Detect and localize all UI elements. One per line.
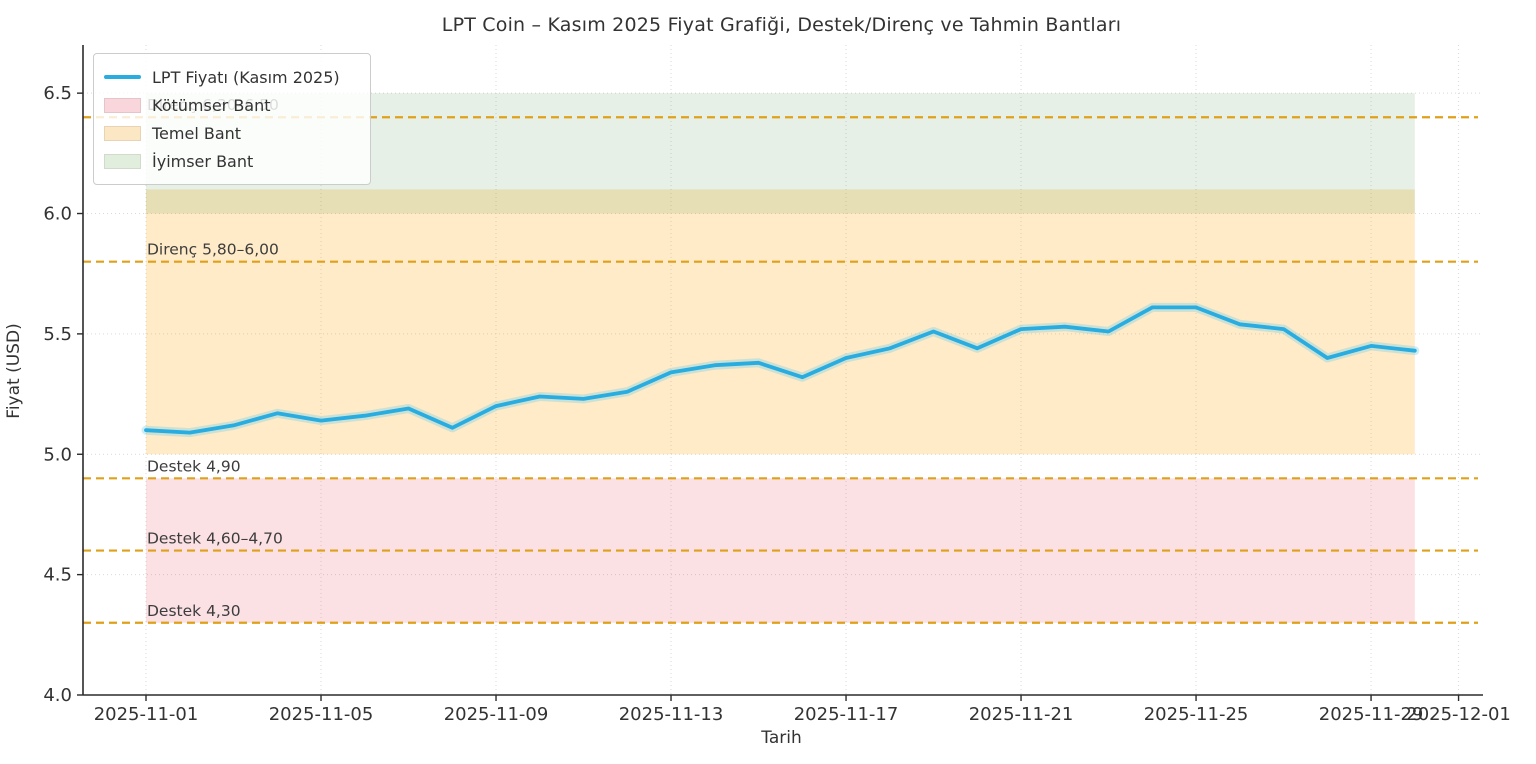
legend-line-swatch xyxy=(104,75,141,79)
x-tick-label: 2025-11-25 xyxy=(1144,704,1249,725)
y-tick-label: 6.5 xyxy=(43,83,72,104)
legend-item-label: İyimser Bant xyxy=(152,151,254,171)
y-tick-label: 4.5 xyxy=(43,565,72,586)
y-tick-label: 4.0 xyxy=(43,685,72,706)
chart-legend: LPT Fiyatı (Kasım 2025) Kötümser Bant Teme… xyxy=(93,53,371,185)
y-tick-label: 5.5 xyxy=(43,324,72,345)
y-tick-label: 5.0 xyxy=(43,444,72,465)
x-tick-label: 2025-11-01 xyxy=(94,704,199,725)
support-resistance-label: Direnç 5,80–6,00 xyxy=(147,241,279,259)
legend-item: Temel Bant xyxy=(104,119,358,147)
chart-title: LPT Coin – Kasım 2025 Fiyat Grafiği, Des… xyxy=(441,14,1122,36)
x-tick-label: 2025-11-09 xyxy=(444,704,549,725)
x-tick-label: 2025-12-01 xyxy=(1406,704,1511,725)
legend-item: Kötümser Bant xyxy=(104,91,358,119)
legend-item: İyimser Bant xyxy=(104,147,358,175)
x-axis-label: Tarih xyxy=(761,728,802,748)
x-tick-label: 2025-11-13 xyxy=(619,704,724,725)
legend-band-swatch xyxy=(104,153,141,169)
legend-item-label: Temel Bant xyxy=(152,123,242,143)
support-resistance-label: Destek 4,60–4,70 xyxy=(147,530,283,548)
x-tick-label: 2025-11-05 xyxy=(269,704,374,725)
legend-band-swatch xyxy=(104,97,141,113)
legend-band-swatch xyxy=(104,125,141,141)
price-line xyxy=(144,305,1417,435)
x-tick-label: 2025-11-21 xyxy=(969,704,1074,725)
band-temel-bant xyxy=(146,189,1415,455)
legend-item: LPT Fiyatı (Kasım 2025) xyxy=(104,63,358,91)
x-tick-label: 2025-11-17 xyxy=(794,704,899,725)
y-axis-label: Fiyat (USD) xyxy=(4,323,24,419)
legend-item-label: LPT Fiyatı (Kasım 2025) xyxy=(152,67,340,87)
support-resistance-label: Destek 4,90 xyxy=(147,457,241,475)
legend-item-label: Kötümser Bant xyxy=(152,95,271,115)
y-tick-label: 6.0 xyxy=(43,204,72,225)
support-resistance-label: Destek 4,30 xyxy=(147,602,241,620)
x-tick-label: 2025-11-29 xyxy=(1319,704,1424,725)
